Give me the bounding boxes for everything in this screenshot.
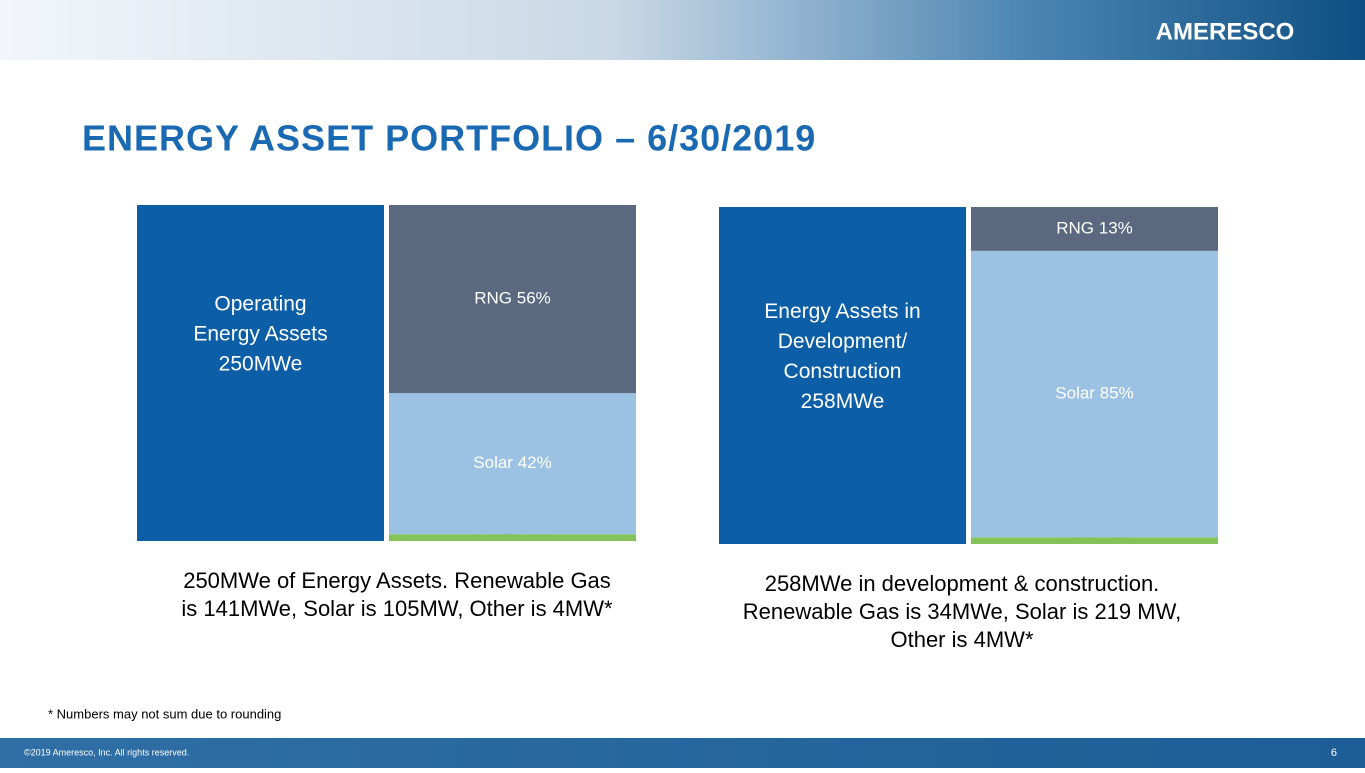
panel-label: Energy Assets in: [764, 300, 920, 323]
segment-label: Solar 42%: [473, 453, 551, 472]
segment-label: RNG 56%: [474, 289, 551, 308]
segment: [389, 393, 636, 535]
panel-label: 258MWe: [801, 390, 885, 413]
segment: [389, 534, 636, 541]
panel-label: Energy Assets: [193, 323, 327, 346]
caption: 258MWe in development & construction.: [765, 571, 1160, 596]
segment: [971, 207, 1218, 251]
copyright: ©2019 Ameresco, Inc. All rights reserved…: [24, 747, 189, 757]
panel-label: Construction: [784, 360, 902, 383]
panel-label: 250MWe: [219, 353, 303, 376]
segment: [389, 205, 636, 394]
panel: [137, 205, 384, 541]
header-band: [0, 0, 1365, 60]
slide-title: ENERGY ASSET PORTFOLIO – 6/30/2019: [82, 118, 816, 159]
caption: Renewable Gas is 34MWe, Solar is 219 MW,: [743, 599, 1182, 624]
logo: AMERESCO: [1156, 18, 1295, 45]
panel: [719, 207, 966, 544]
footnote: * Numbers may not sum due to rounding: [48, 706, 281, 721]
caption: is 141MWe, Solar is 105MW, Other is 4MW*: [181, 596, 613, 621]
segment: [971, 250, 1218, 538]
caption: 250MWe of Energy Assets. Renewable Gas: [183, 568, 611, 593]
segment-label: RNG 13%: [1056, 218, 1133, 237]
segment: [971, 537, 1218, 544]
footer-band: [0, 738, 1365, 768]
panel-label: Operating: [214, 293, 306, 316]
segment-label: Solar 85%: [1055, 384, 1133, 403]
page-number: 6: [1331, 747, 1337, 759]
caption: Other is 4MW*: [890, 627, 1033, 652]
panel-label: Development/: [778, 330, 908, 353]
